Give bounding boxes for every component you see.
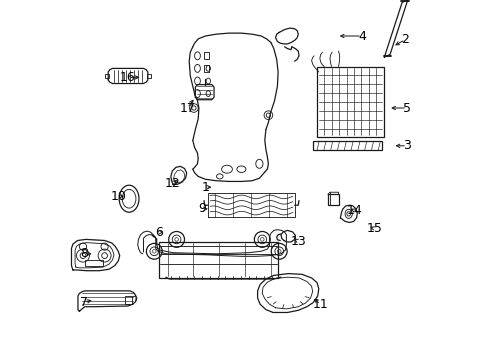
Bar <box>125 296 132 304</box>
Text: 7: 7 <box>80 296 88 309</box>
Text: 2: 2 <box>401 33 409 46</box>
Text: 6: 6 <box>155 226 163 239</box>
Text: 13: 13 <box>291 235 306 248</box>
Bar <box>204 65 209 72</box>
Text: 10: 10 <box>110 190 126 203</box>
Bar <box>328 194 339 205</box>
Text: 8: 8 <box>80 247 88 260</box>
Bar <box>204 52 209 59</box>
Text: 11: 11 <box>313 298 328 311</box>
Bar <box>159 242 278 278</box>
Text: 9: 9 <box>198 202 206 215</box>
Bar <box>85 260 103 266</box>
Text: 5: 5 <box>403 102 411 114</box>
Bar <box>147 74 151 78</box>
Text: 15: 15 <box>367 222 383 235</box>
Text: 14: 14 <box>347 204 363 217</box>
Text: 17: 17 <box>179 102 196 114</box>
Text: 12: 12 <box>165 177 180 190</box>
Bar <box>317 67 384 137</box>
Text: 3: 3 <box>403 139 411 152</box>
Text: 4: 4 <box>358 30 366 42</box>
Bar <box>314 141 382 150</box>
Text: 1: 1 <box>201 181 209 194</box>
Bar <box>104 74 109 78</box>
Text: 16: 16 <box>120 71 136 84</box>
